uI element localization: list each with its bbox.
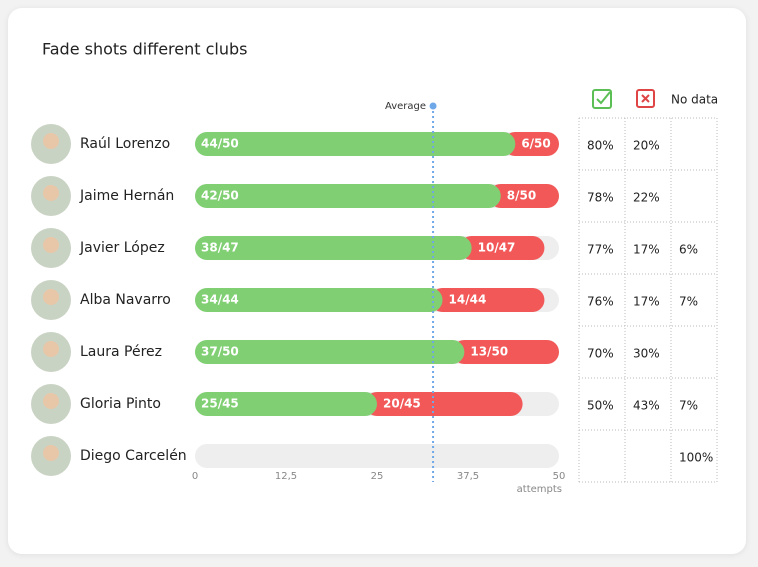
average-label: Average [385,101,426,112]
success-bar [195,184,501,208]
avatar-face [43,445,59,461]
fail-label: 13/50 [470,345,508,359]
fail-label: 6/50 [521,137,550,151]
table-cell: 6% [679,243,698,257]
table-cell: 76% [587,295,614,309]
table-cell: 30% [633,347,660,361]
x-tick-label: 0 [192,471,198,482]
table-cell: 50% [587,399,614,413]
player-name: Jaime Hernán [79,188,174,204]
player-name: Laura Pérez [80,344,162,360]
table-cell: 20% [633,139,660,153]
avatar-face [43,237,59,253]
avatar-face [43,341,59,357]
fail-bar [452,340,559,364]
fail-label: 20/45 [383,397,421,411]
success-label: 42/50 [201,189,239,203]
table-cell: 43% [633,399,660,413]
fail-bar [365,392,523,416]
fail-label: 8/50 [507,189,536,203]
average-dot [429,102,437,110]
player-name: Diego Carcelén [80,448,187,464]
player-name: Javier López [79,240,165,256]
table-cell: 17% [633,243,660,257]
card [8,8,746,554]
avatar-face [43,185,59,201]
success-label: 25/45 [201,397,239,411]
success-bar [195,340,465,364]
table-cell: 22% [633,191,660,205]
success-bar [195,288,443,312]
chart-title: Fade shots different clubs [42,40,248,59]
table-cell: 70% [587,347,614,361]
table-cell: 100% [679,451,713,465]
avatar-face [43,393,59,409]
x-tick-label: 25 [371,471,384,482]
fail-label: 14/44 [449,293,487,307]
success-label: 34/44 [201,293,239,307]
success-label: 44/50 [201,137,239,151]
x-tick-label: 50 [553,471,566,482]
table-cell: 78% [587,191,614,205]
player-name: Raúl Lorenzo [80,136,170,152]
table-cell: 80% [587,139,614,153]
fail-bar [459,236,545,260]
success-bar [195,236,472,260]
x-axis-label: attempts [517,484,562,495]
success-bar [195,132,516,156]
avatar-face [43,133,59,149]
player-name: Gloria Pinto [80,396,161,412]
fail-bar [503,132,559,156]
cross-icon [636,89,655,108]
bar-track [195,444,559,468]
no-data-header: No data [671,93,718,107]
fail-bar [488,184,559,208]
table-cell: 7% [679,399,698,413]
success-bar [195,392,377,416]
success-label: 38/47 [201,241,239,255]
player-name: Alba Navarro [80,292,171,308]
x-tick-label: 12,5 [275,471,297,482]
avatar-face [43,289,59,305]
table-cell: 77% [587,243,614,257]
table-cell: 17% [633,295,660,309]
success-label: 37/50 [201,345,239,359]
x-tick-label: 37,5 [457,471,479,482]
table-cell: 7% [679,295,698,309]
fail-bar [430,288,545,312]
fail-label: 10/47 [478,241,516,255]
check-icon [592,89,612,109]
